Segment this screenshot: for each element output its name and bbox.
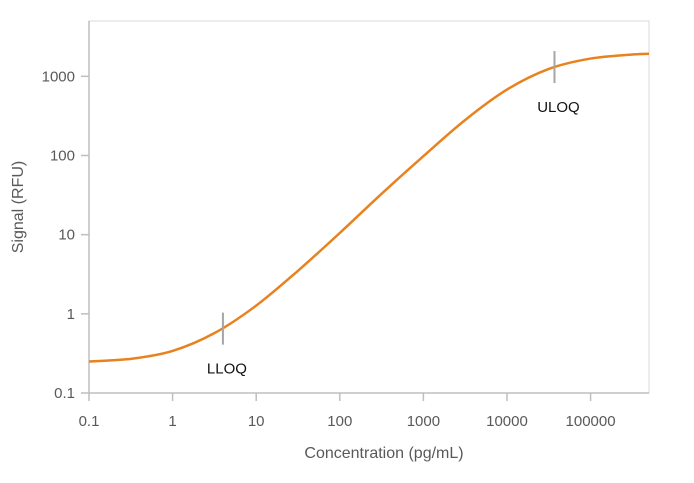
y-tick-label: 1000	[42, 68, 75, 85]
y-tick-label: 0.1	[54, 385, 75, 402]
x-tick-label: 10000	[486, 413, 528, 430]
y-tick-label: 10	[58, 227, 75, 244]
x-tick-label: 100000	[566, 413, 616, 430]
lloq-label: LLOQ	[207, 361, 247, 378]
uloq-label: ULOQ	[537, 99, 580, 116]
x-tick-label: 1	[168, 413, 176, 430]
x-axis-title: Concentration (pg/mL)	[304, 445, 463, 462]
x-tick-label: 1000	[407, 413, 440, 430]
y-tick-label: 1	[67, 306, 75, 323]
y-tick-label: 100	[50, 148, 75, 165]
curve-line	[88, 52, 650, 363]
y-axis-title: Signal (RFU)	[10, 161, 27, 253]
x-tick-label: 100	[327, 413, 352, 430]
x-tick-label: 10	[248, 413, 265, 430]
x-tick-label: 0.1	[79, 413, 100, 430]
